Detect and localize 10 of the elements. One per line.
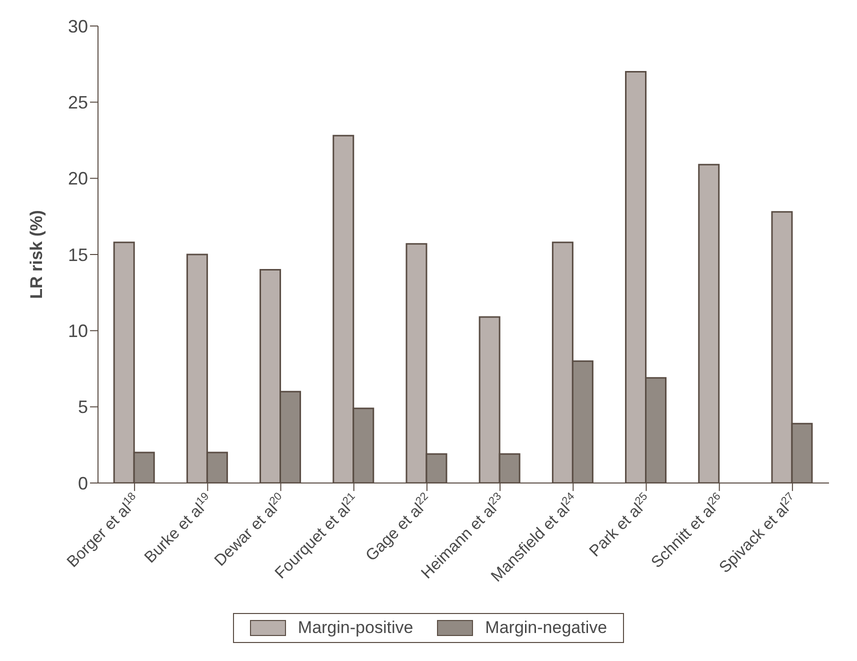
y-tick-label: 15 <box>68 244 88 265</box>
y-tick-label: 20 <box>68 168 88 189</box>
y-tick-label: 5 <box>78 397 88 418</box>
y-tick-label: 10 <box>68 321 88 342</box>
y-axis-title: LR risk (%) <box>27 210 46 299</box>
legend-label: Margin-positive <box>296 618 414 638</box>
y-tick-label: 30 <box>68 16 88 36</box>
legend-label: Margin-negative <box>484 618 608 638</box>
y-tick-label: 0 <box>78 473 88 494</box>
y-tick-label: 25 <box>68 92 88 113</box>
